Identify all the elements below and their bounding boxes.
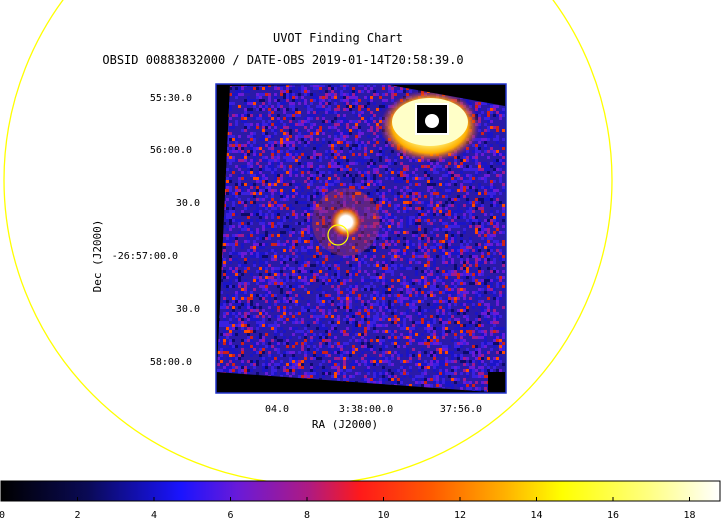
y-axis-ticks: 55:30.0 56:00.0 30.0 -26:57:00.0 30.0 58… xyxy=(112,93,200,368)
colorbar-tick-label: 6 xyxy=(227,510,233,521)
y-tick-label: 30.0 xyxy=(176,304,200,315)
chart-title: UVOT Finding Chart xyxy=(273,31,403,45)
x-tick-label: 04.0 xyxy=(265,404,289,415)
colorbar-tick-label: 0 xyxy=(0,510,5,521)
colorbar-tick-label: 14 xyxy=(530,510,542,521)
x-tick-label: 3:38:00.0 xyxy=(339,404,393,415)
y-tick-label: -26:57:00.0 xyxy=(112,251,178,262)
colorbar-tick-label: 10 xyxy=(377,510,389,521)
colorbar-tick-label: 12 xyxy=(454,510,466,521)
y-tick-label: 30.0 xyxy=(176,198,200,209)
y-tick-label: 58:00.0 xyxy=(150,357,192,368)
y-axis-label: Dec (J2000) xyxy=(91,220,104,293)
x-axis-label: RA (J2000) xyxy=(312,418,378,431)
image-border xyxy=(215,83,507,394)
colorbar-tick-label: 2 xyxy=(74,510,80,521)
colorbar-tick-label: 16 xyxy=(607,510,619,521)
target-marker-circle xyxy=(327,224,349,246)
sky-image xyxy=(215,83,507,394)
colorbar: 0 2 4 6 8 10 12 14 16 18 xyxy=(0,480,721,521)
x-axis-ticks: 04.0 3:38:00.0 37:56.0 xyxy=(265,404,482,415)
colorbar-tick-label: 18 xyxy=(683,510,695,521)
colorbar-tick-label: 4 xyxy=(151,510,157,521)
y-tick-label: 56:00.0 xyxy=(150,145,192,156)
colorbar-tick-label: 8 xyxy=(304,510,310,521)
chart-subtitle: OBSID 00883832000 / DATE-OBS 2019-01-14T… xyxy=(102,53,463,67)
y-tick-label: 55:30.0 xyxy=(150,93,192,104)
colorbar-gradient xyxy=(0,480,721,502)
x-tick-label: 37:56.0 xyxy=(440,404,482,415)
